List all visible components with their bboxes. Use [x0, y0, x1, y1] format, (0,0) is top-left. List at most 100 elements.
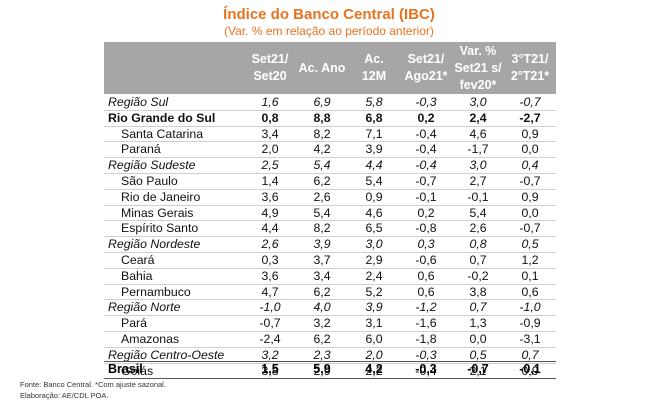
- total-value: 4,2: [365, 362, 383, 376]
- cell-value: -0,4: [415, 142, 437, 157]
- cell-value: 2,0: [365, 347, 383, 362]
- region-row: Região Sudeste 2,5 5,4 4,4 -0,4 3,0 0,4: [104, 158, 556, 174]
- cell-value: -0,7: [259, 316, 281, 331]
- cell-value: -0,4: [415, 363, 437, 378]
- cell-value: 0,6: [417, 284, 435, 299]
- cell-value: 5,4: [469, 205, 487, 220]
- column-header: Set21/Set20: [251, 52, 289, 83]
- cell-value: -0,8: [415, 221, 437, 236]
- cell-value: 8,2: [313, 221, 331, 236]
- cell-value: -1,0: [259, 300, 281, 315]
- cell-value: 4,4: [261, 221, 279, 236]
- cell-value: 3,4: [313, 268, 331, 283]
- cell-value: -1,2: [415, 300, 437, 315]
- cell-value: -0,3: [415, 347, 437, 362]
- cell-value: 4,0: [313, 300, 331, 315]
- total-value: -0,1: [519, 362, 541, 376]
- cell-value: 2,4: [365, 268, 383, 283]
- cell-value: 0,0: [521, 142, 539, 157]
- column-header: Var. % Set21 s/fev20*: [454, 43, 502, 92]
- cell-value: 5,4: [365, 173, 383, 188]
- row-label: Rio de Janeiro: [121, 189, 201, 204]
- cell-value: 0,8: [261, 110, 279, 125]
- cell-value: -1,8: [415, 331, 437, 346]
- cell-value: 2,4: [469, 110, 487, 125]
- cell-value: 4,9: [261, 205, 279, 220]
- total-value: 1,5: [261, 362, 279, 376]
- cell-value: 3,0: [365, 237, 383, 252]
- cell-value: 4,6: [469, 126, 487, 141]
- cell-value: 3,1: [365, 316, 383, 331]
- total-label: Brasil: [108, 362, 143, 376]
- cell-value: 0,7: [521, 347, 539, 362]
- cell-value: 6,2: [313, 284, 331, 299]
- cell-value: -0,1: [415, 189, 437, 204]
- row-label: Pará: [121, 316, 147, 331]
- cell-value: 3,8: [261, 363, 279, 378]
- cell-value: -1,0: [519, 300, 541, 315]
- column-header: Set21/Ago21*: [404, 52, 448, 83]
- cell-value: 2,6: [469, 221, 487, 236]
- region-row: Região Nordeste 2,6 3,9 3,0 0,3 0,8 0,5: [104, 237, 556, 253]
- row-label: Minas Gerais: [121, 205, 194, 220]
- cell-value: 1,6: [261, 95, 279, 109]
- row-label: Região Norte: [108, 300, 181, 315]
- cell-value: 0,3: [261, 252, 279, 267]
- row-label: Região Nordeste: [108, 237, 201, 252]
- row-label: Região Sudeste: [108, 158, 196, 173]
- cell-value: 0,9: [521, 363, 539, 378]
- cell-value: 5,2: [365, 284, 383, 299]
- table-header: Set21/Set20 Ac. Ano Ac. 12M Set21/Ago21* …: [104, 42, 556, 94]
- row-label: Espírito Santo: [121, 221, 199, 236]
- cell-value: -0,3: [415, 95, 437, 109]
- cell-value: -1,7: [467, 142, 489, 157]
- cell-value: 0,6: [521, 284, 539, 299]
- table-row: Minas Gerais 4,9 5,4 4,6 0,2 5,4 0,0: [104, 206, 556, 222]
- cell-value: 0,9: [521, 189, 539, 204]
- cell-value: 8,2: [313, 126, 331, 141]
- cell-value: 2,0: [261, 142, 279, 157]
- cell-value: 1,3: [469, 316, 487, 331]
- cell-value: 3,8: [469, 284, 487, 299]
- cell-value: 4,4: [365, 158, 383, 173]
- row-label: Rio Grande do Sul: [108, 110, 216, 125]
- total-value: -0,7: [467, 362, 489, 376]
- cell-value: 3,9: [313, 237, 331, 252]
- table-row: Pernambuco 4,7 6,2 5,2 0,6 3,8 0,6: [104, 285, 556, 301]
- cell-value: 6,9: [313, 95, 331, 109]
- cell-value: -0,4: [415, 158, 437, 173]
- cell-value: 0,0: [469, 331, 487, 346]
- table-row: São Paulo 1,4 6,2 5,4 -0,7 2,7 -0,7: [104, 174, 556, 190]
- cell-value: 0,3: [417, 237, 435, 252]
- cell-value: 0,4: [521, 158, 539, 173]
- cell-value: 3,2: [313, 316, 331, 331]
- cell-value: 2,5: [261, 158, 279, 173]
- footnote-source: Fonte: Banco Central. *Com ajuste sazona…: [20, 380, 166, 389]
- cell-value: 1,4: [261, 173, 279, 188]
- row-label: Amazonas: [121, 331, 180, 346]
- cell-value: 6,2: [313, 173, 331, 188]
- cell-value: -0,7: [415, 173, 437, 188]
- cell-value: -3,1: [519, 331, 541, 346]
- table-row: Pará -0,7 3,2 3,1 -1,6 1,3 -0,9: [104, 316, 556, 332]
- region-row: Região Sul 1,6 6,9 5,8 -0,3 3,0 -0,7: [104, 95, 556, 111]
- cell-value: 2,3: [313, 347, 331, 362]
- column-header: Ac. Ano: [298, 60, 346, 75]
- cell-value: 3,9: [365, 300, 383, 315]
- table-body: Região Sul 1,6 6,9 5,8 -0,3 3,0 -0,7 Rio Grande…: [104, 95, 556, 380]
- cell-value: 0,7: [469, 300, 487, 315]
- cell-value: -0,1: [467, 189, 489, 204]
- table-row: Bahia 3,6 3,4 2,4 0,6 -0,2 0,1: [104, 269, 556, 285]
- cell-value: 6,0: [365, 331, 383, 346]
- cell-value: -0,4: [415, 126, 437, 141]
- cell-value: 4,6: [365, 205, 383, 220]
- cell-value: 2,6: [313, 189, 331, 204]
- cell-value: 3,4: [261, 126, 279, 141]
- table-row: Santa Catarina 3,4 8,2 7,1 -0,4 4,6 0,9: [104, 127, 556, 143]
- table-row: Rio Grande do Sul 0,8 8,8 6,8 0,2 2,4 -2,7: [104, 111, 556, 127]
- cell-value: 3,7: [313, 252, 331, 267]
- cell-value: 0,9: [521, 126, 539, 141]
- region-row: Região Centro-Oeste 3,2 2,3 2,0 -0,3 0,5 0,7: [104, 348, 556, 364]
- cell-value: 2,7: [469, 173, 487, 188]
- cell-value: 2,1: [469, 363, 487, 378]
